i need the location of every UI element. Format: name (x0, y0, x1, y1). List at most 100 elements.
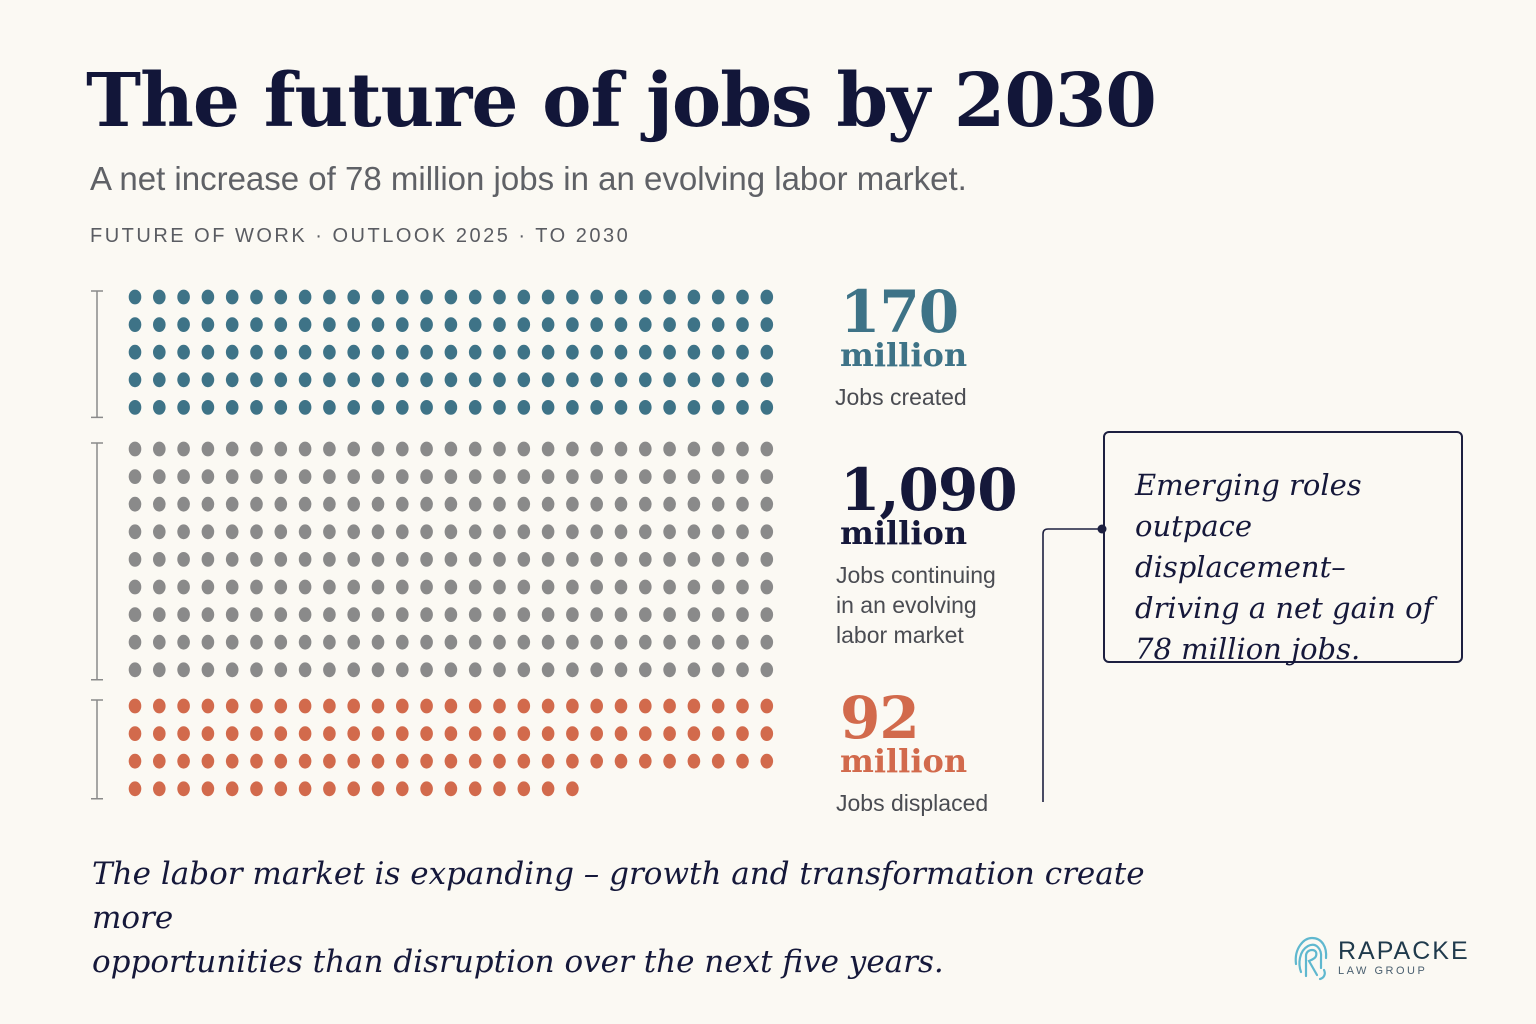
dot-continuing (323, 607, 336, 622)
dot-continuing (687, 524, 701, 540)
dot-continuing (639, 662, 652, 678)
dot-created (663, 317, 676, 332)
dot-created (590, 289, 603, 305)
dot-created (396, 400, 409, 415)
dot-displaced (517, 726, 531, 741)
dot-created (566, 289, 579, 305)
dot-created (736, 372, 749, 388)
dot-created (760, 317, 774, 332)
dot-displaced (225, 781, 239, 797)
dot-continuing (347, 579, 361, 595)
dot-displaced (371, 781, 385, 797)
dot-continuing (371, 607, 385, 622)
dot-displaced (274, 698, 288, 714)
dot-continuing (566, 552, 579, 567)
dot-continuing (347, 524, 361, 540)
dot-continuing (177, 469, 190, 484)
dot-created (541, 344, 555, 360)
dot-created (201, 344, 215, 360)
dot-continuing (420, 496, 433, 512)
dot-created (128, 289, 142, 305)
dot-created (711, 372, 725, 388)
dot-continuing (298, 552, 312, 567)
dot-continuing (614, 579, 628, 595)
dot-created (663, 400, 676, 415)
stat-created-value: 170 (840, 278, 959, 346)
dot-created (639, 372, 652, 388)
dot-displaced (590, 753, 603, 769)
dot-created (225, 372, 239, 388)
dot-continuing (128, 634, 142, 650)
dot-continuing (566, 441, 579, 457)
dot-continuing (177, 441, 190, 457)
dot-continuing (177, 496, 190, 512)
dot-continuing (371, 662, 385, 678)
dot-displaced (153, 781, 166, 797)
dot-displaced (663, 726, 676, 741)
dot-continuing (687, 552, 701, 567)
dot-displaced (566, 726, 579, 741)
dot-continuing (468, 496, 482, 512)
dot-continuing (663, 552, 676, 567)
dot-continuing (274, 552, 288, 567)
dot-continuing (298, 662, 312, 678)
dot-continuing (420, 552, 433, 567)
dot-created (274, 317, 288, 332)
dot-displaced (371, 698, 385, 714)
dot-continuing (420, 441, 433, 457)
dot-created (420, 289, 433, 305)
dot-created (639, 289, 652, 305)
dot-displaced (663, 698, 676, 714)
dot-created (736, 289, 749, 305)
dot-continuing (323, 579, 336, 595)
dot-continuing (323, 496, 336, 512)
dot-created (347, 344, 361, 360)
stat-continuing-label: Jobs continuing in an evolving labor mar… (836, 560, 1017, 650)
dot-displaced (420, 698, 433, 714)
connector-line (1042, 528, 1102, 802)
dot-continuing (468, 607, 482, 622)
dot-continuing (760, 607, 774, 622)
dot-continuing (153, 607, 166, 622)
dot-displaced (468, 753, 482, 769)
dot-created (760, 400, 774, 415)
dot-created (420, 344, 433, 360)
dot-displaced (468, 698, 482, 714)
dot-continuing (128, 607, 142, 622)
dot-displaced (687, 698, 701, 714)
bracket-displaced (91, 699, 103, 800)
dot-created (128, 344, 142, 360)
dot-continuing (614, 524, 628, 540)
stat-created: 170 million Jobs created (835, 278, 967, 412)
dot-continuing (201, 441, 215, 457)
group-brackets (91, 290, 103, 800)
dot-continuing (541, 634, 555, 650)
dot-displaced (177, 781, 190, 797)
dot-displaced (736, 753, 749, 769)
callout-line: driving a net gain of (1135, 591, 1434, 625)
dot-continuing (687, 441, 701, 457)
dot-continuing (663, 524, 676, 540)
dot-displaced (639, 726, 652, 741)
dot-continuing (590, 469, 603, 484)
dot-continuing (760, 579, 774, 595)
dot-continuing (225, 662, 239, 678)
dot-created (298, 400, 312, 415)
dot-continuing (153, 441, 166, 457)
dot-continuing (517, 579, 531, 595)
dot-created (128, 400, 142, 415)
dot-continuing (711, 441, 725, 457)
dot-continuing (250, 496, 263, 512)
dot-continuing (517, 552, 531, 567)
dot-displaced (614, 753, 628, 769)
dot-continuing (711, 524, 725, 540)
dot-continuing (153, 469, 166, 484)
dot-created (687, 372, 701, 388)
dot-continuing (566, 579, 579, 595)
dot-continuing (566, 524, 579, 540)
dot-created (371, 317, 385, 332)
dot-continuing (614, 469, 628, 484)
dot-displaced (347, 781, 361, 797)
dot-continuing (177, 634, 190, 650)
dot-created (250, 344, 263, 360)
